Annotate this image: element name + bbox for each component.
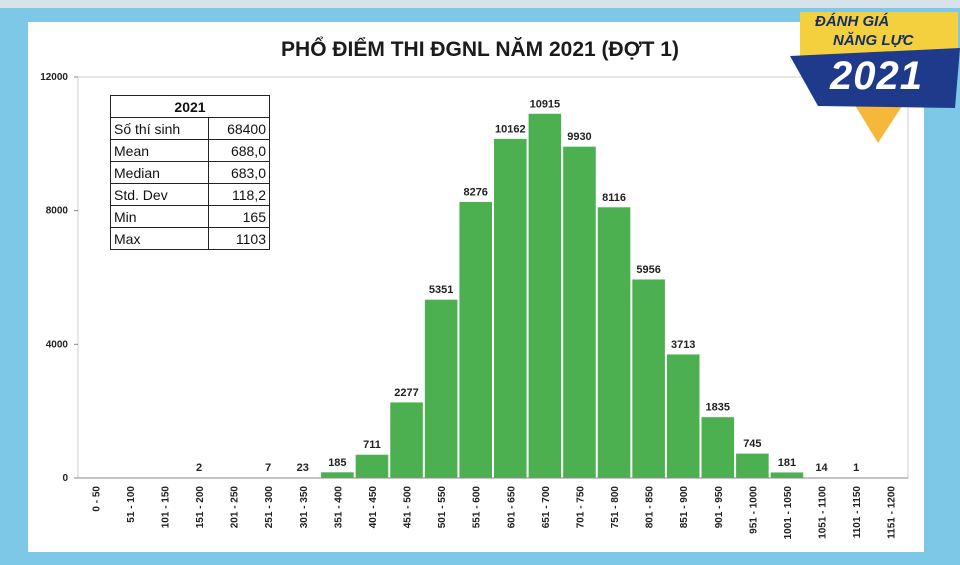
x-tick-label: 51 - 100 <box>126 486 137 523</box>
x-tick-label: 701 - 750 <box>575 486 586 529</box>
data-label: 185 <box>328 457 346 469</box>
badge-line2: NĂNG LỰC <box>833 32 914 49</box>
data-label: 745 <box>743 438 761 450</box>
x-tick-label: 601 - 650 <box>506 486 517 529</box>
stats-value: 1103 <box>207 227 271 250</box>
data-label: 5956 <box>636 264 660 276</box>
exam-badge-logo <box>790 12 960 143</box>
data-label: 8276 <box>463 186 487 198</box>
stats-value: 118,2 <box>207 183 271 206</box>
top-strip <box>0 0 960 8</box>
bar <box>562 145 597 479</box>
stats-label: Số thí sinh <box>110 117 209 140</box>
bar <box>700 416 736 479</box>
x-tick-label: 1101 - 1150 <box>852 486 863 539</box>
stats-label: Max <box>110 227 209 250</box>
x-tick-label: 551 - 600 <box>472 486 483 529</box>
x-tick-label: 1051 - 1100 <box>818 486 829 539</box>
bar <box>769 471 805 479</box>
bar <box>423 298 459 479</box>
bar <box>493 137 528 479</box>
data-label: 3713 <box>671 339 695 351</box>
bar <box>631 278 666 479</box>
x-tick-label: 1001 - 1050 <box>783 486 794 540</box>
stats-label: Min <box>110 205 209 228</box>
y-tick-label: 12000 <box>40 72 68 83</box>
x-tick-label: 251 - 300 <box>264 486 275 529</box>
data-label: 10915 <box>530 98 561 110</box>
stats-label: Mean <box>110 139 209 162</box>
chart-title: PHỔ ĐIỂM THI ĐGNL NĂM 2021 (ĐỢT 1) <box>281 38 679 61</box>
badge-line1: ĐÁNH GIÁ <box>815 13 890 30</box>
data-label: 8116 <box>602 192 626 204</box>
x-tick-label: 901 - 950 <box>714 486 725 529</box>
stats-row: Max 1103 <box>110 227 271 250</box>
y-tick-label: 4000 <box>46 339 69 350</box>
bar <box>354 453 390 479</box>
data-label: 14 <box>815 462 828 474</box>
bar <box>735 452 770 479</box>
data-label: 5351 <box>429 284 453 296</box>
data-label: 7 <box>265 462 271 474</box>
bar <box>320 471 355 479</box>
y-tick-label: 8000 <box>46 206 69 217</box>
stats-row: Min 165 <box>110 205 271 228</box>
bar <box>389 401 424 479</box>
x-tick-label: 651 - 700 <box>541 486 552 529</box>
data-label: 2 <box>196 462 202 474</box>
x-tick-label: 951 - 1000 <box>748 486 759 534</box>
data-label: 23 <box>297 462 309 474</box>
badge-blue-band <box>790 48 960 108</box>
data-label: 2277 <box>394 387 418 399</box>
x-tick-label: 101 - 150 <box>160 486 171 529</box>
stats-label: Std. Dev <box>110 183 209 206</box>
x-tick-label: 851 - 900 <box>679 486 690 529</box>
data-label: 711 <box>363 439 381 451</box>
stats-value: 165 <box>207 205 271 228</box>
stats-row: Median 683,0 <box>110 161 271 184</box>
badge-year: 2021 <box>830 54 923 98</box>
data-label: 1 <box>853 462 859 474</box>
data-label: 10162 <box>495 123 526 135</box>
stats-value: 683,0 <box>207 161 271 184</box>
bar <box>665 353 701 479</box>
x-tick-label: 401 - 450 <box>368 486 379 529</box>
y-tick-label: 0 <box>62 473 68 484</box>
x-tick-label: 0 - 50 <box>91 486 102 512</box>
stats-row: Số thí sinh 68400 <box>110 117 271 140</box>
x-tick-label: 301 - 350 <box>299 486 310 529</box>
x-tick-label: 451 - 500 <box>403 486 414 529</box>
x-tick-label: 751 - 800 <box>610 486 621 529</box>
bar <box>458 200 493 479</box>
stats-value: 688,0 <box>207 139 271 162</box>
data-label: 181 <box>778 457 796 469</box>
bar <box>527 112 563 479</box>
data-label: 1835 <box>706 402 730 414</box>
stats-row: Mean 688,0 <box>110 139 271 162</box>
x-tick-label: 201 - 250 <box>230 486 241 529</box>
stats-label: Median <box>110 161 209 184</box>
x-tick-label: 151 - 200 <box>195 486 206 529</box>
stats-header: 2021 <box>110 95 270 118</box>
x-tick-label: 801 - 850 <box>645 486 656 529</box>
stats-table: 2021 Số thí sinh 68400 Mean 688,0 Median 68… <box>110 95 271 250</box>
data-label: 9930 <box>567 131 591 143</box>
x-tick-label: 501 - 550 <box>437 486 448 529</box>
x-tick-label: 1151 - 1200 <box>887 486 898 539</box>
bar <box>596 206 632 479</box>
stats-row: Std. Dev 118,2 <box>110 183 271 206</box>
stats-value: 68400 <box>207 117 271 140</box>
x-tick-label: 351 - 400 <box>333 486 344 529</box>
